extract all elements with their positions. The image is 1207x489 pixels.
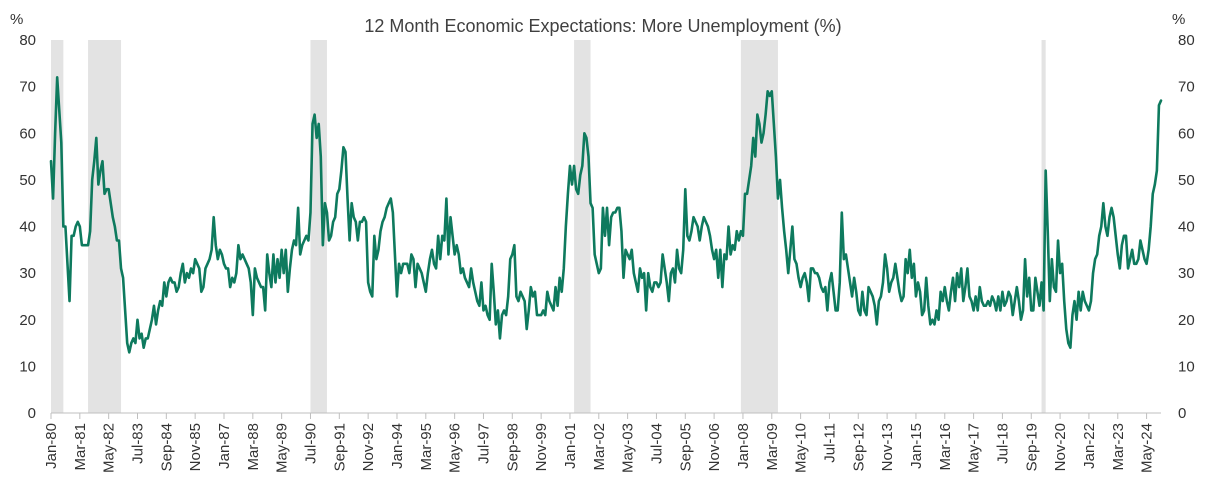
x-tick-label: Mar-02 bbox=[591, 423, 608, 471]
x-tick-label: May-17 bbox=[966, 423, 983, 473]
x-tick-label: Sep-19 bbox=[1023, 423, 1040, 471]
x-tick-label: Sep-84 bbox=[158, 423, 175, 471]
y-tick-label-left: 60 bbox=[19, 125, 36, 142]
line-layer bbox=[49, 76, 1163, 354]
y-tick-label-left: 10 bbox=[19, 358, 36, 375]
y-axis-right-unit: % bbox=[1172, 11, 1185, 28]
recession-shading-layer bbox=[51, 40, 1046, 413]
x-tick-label: Jul-83 bbox=[129, 423, 146, 464]
x-tick-label: Mar-23 bbox=[1110, 423, 1127, 471]
x-tick-label: Jan-87 bbox=[216, 423, 233, 469]
x-tick-label: Mar-09 bbox=[764, 423, 781, 471]
x-tick-label: May-82 bbox=[101, 423, 118, 473]
x-tick-label: Jul-11 bbox=[821, 423, 838, 463]
y-tick-label-right: 50 bbox=[1178, 172, 1195, 189]
y-tick-label-left: 0 bbox=[28, 405, 36, 422]
x-tick-label: Mar-81 bbox=[72, 423, 89, 471]
x-tick-label: Nov-92 bbox=[360, 423, 377, 471]
y-tick-label-right: 70 bbox=[1178, 79, 1195, 96]
y-tick-label-left: 20 bbox=[19, 312, 36, 329]
x-tick-label: Sep-91 bbox=[331, 423, 348, 471]
x-tick-label: May-24 bbox=[1139, 423, 1156, 473]
x-tick-label: Nov-06 bbox=[706, 423, 723, 471]
x-tick-label: Jan-80 bbox=[43, 423, 60, 469]
x-tick-label: Jul-90 bbox=[302, 423, 319, 464]
y-tick-label-left: 50 bbox=[19, 172, 36, 189]
y-tick-label-right: 80 bbox=[1178, 32, 1195, 49]
x-tick-label: Sep-05 bbox=[677, 423, 694, 471]
x-tick-label: May-03 bbox=[620, 423, 637, 473]
label-layer: 12 Month Economic Expectations: More Une… bbox=[10, 11, 1185, 36]
chart-title: 12 Month Economic Expectations: More Une… bbox=[364, 16, 841, 36]
x-tick-label: Sep-12 bbox=[850, 423, 867, 471]
x-tick-label: Nov-85 bbox=[187, 423, 204, 471]
y-tick-label-right: 30 bbox=[1178, 265, 1195, 282]
x-tick-label: Mar-16 bbox=[937, 423, 954, 471]
x-tick-label: Jul-97 bbox=[475, 423, 492, 464]
y-tick-label-left: 80 bbox=[19, 32, 36, 49]
x-tick-label: Jan-15 bbox=[908, 423, 925, 469]
y-tick-label-left: 30 bbox=[19, 265, 36, 282]
y-tick-label-left: 40 bbox=[19, 219, 36, 236]
x-tick-label: Nov-20 bbox=[1052, 423, 1069, 471]
x-tick-label: May-96 bbox=[447, 423, 464, 473]
y-tick-label-right: 10 bbox=[1178, 358, 1195, 375]
y-tick-label-right: 60 bbox=[1178, 125, 1195, 142]
x-tick-label: Jan-94 bbox=[389, 423, 406, 469]
x-tick-label: May-89 bbox=[274, 423, 291, 473]
x-tick-label: Sep-98 bbox=[504, 423, 521, 471]
x-tick-label: Jul-04 bbox=[648, 423, 665, 464]
x-tick-label: Mar-88 bbox=[245, 423, 262, 471]
x-tick-label: Nov-99 bbox=[533, 423, 550, 471]
recession-band bbox=[574, 40, 591, 413]
x-tick-label: May-10 bbox=[793, 423, 810, 473]
series-line bbox=[49, 76, 1163, 354]
y-tick-label-left: 70 bbox=[19, 79, 36, 96]
x-tick-label: Nov-13 bbox=[879, 423, 896, 471]
y-axis-left-unit: % bbox=[10, 11, 23, 28]
x-tick-label: Jul-18 bbox=[994, 423, 1011, 464]
x-tick-label: Jan-08 bbox=[735, 423, 752, 469]
axis-layer: 0 0 10 10 20 20 30 30 40 40 50 50 60 60 70 70 80 80 Jan-80… bbox=[19, 32, 1194, 473]
y-tick-label-right: 40 bbox=[1178, 219, 1195, 236]
recession-band bbox=[310, 40, 327, 413]
y-tick-label-right: 20 bbox=[1178, 312, 1195, 329]
x-tick-label: Mar-95 bbox=[418, 423, 435, 471]
x-tick-label: Jan-01 bbox=[562, 423, 579, 469]
x-tick-label: Jan-22 bbox=[1081, 423, 1098, 469]
y-tick-label-right: 0 bbox=[1178, 405, 1186, 422]
